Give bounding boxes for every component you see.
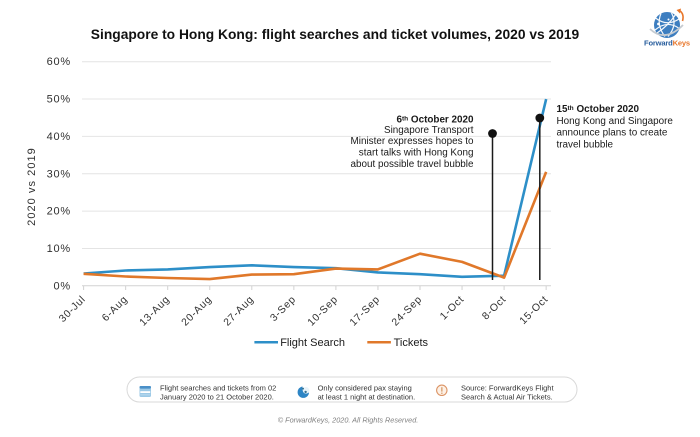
svg-text:ForwardKeys: ForwardKeys bbox=[644, 39, 690, 48]
svg-text:January 2020 to 21 October 202: January 2020 to 21 October 2020. bbox=[160, 392, 274, 401]
svg-text:15th October 2020: 15th October 2020 bbox=[557, 104, 640, 115]
svg-text:Search & Actual Air Tickets.: Search & Actual Air Tickets. bbox=[461, 392, 553, 401]
svg-text:6th October 2020: 6th October 2020 bbox=[396, 114, 474, 125]
svg-text:Flight searches and tickets fr: Flight searches and tickets from 02 bbox=[160, 383, 276, 392]
svg-text:announce plans to create: announce plans to create bbox=[557, 128, 668, 139]
svg-text:40%: 40% bbox=[47, 131, 71, 143]
svg-text:Flight Search: Flight Search bbox=[280, 337, 345, 349]
svg-text:10%: 10% bbox=[47, 243, 71, 255]
svg-text:about possible travel bubble: about possible travel bubble bbox=[351, 159, 474, 170]
svg-text:Hong Kong and Singapore: Hong Kong and Singapore bbox=[557, 116, 674, 127]
svg-text:2020 vs 2019: 2020 vs 2019 bbox=[26, 147, 38, 226]
svg-text:at least 1 night at destinatio: at least 1 night at destination. bbox=[318, 392, 416, 401]
svg-text:20%: 20% bbox=[47, 206, 71, 218]
svg-text:0%: 0% bbox=[54, 280, 72, 292]
svg-text:Tickets: Tickets bbox=[394, 337, 429, 349]
svg-text:start talks with Hong Kong: start talks with Hong Kong bbox=[359, 148, 474, 159]
svg-text:Singapore Transport: Singapore Transport bbox=[384, 125, 474, 136]
svg-text:Only considered pax staying: Only considered pax staying bbox=[318, 383, 412, 392]
svg-text:30%: 30% bbox=[47, 168, 71, 180]
svg-text:Singapore to Hong Kong: flight: Singapore to Hong Kong: flight searches … bbox=[91, 27, 580, 42]
svg-text:Minister expresses hopes to: Minister expresses hopes to bbox=[351, 136, 474, 147]
svg-text:50%: 50% bbox=[47, 94, 71, 106]
svg-text:travel bubble: travel bubble bbox=[557, 139, 614, 150]
svg-text:Source: ForwardKeys Flight: Source: ForwardKeys Flight bbox=[461, 383, 554, 392]
svg-text:© ForwardKeys, 2020. All Right: © ForwardKeys, 2020. All Rights Reserved… bbox=[278, 416, 419, 425]
svg-text:60%: 60% bbox=[47, 56, 71, 68]
